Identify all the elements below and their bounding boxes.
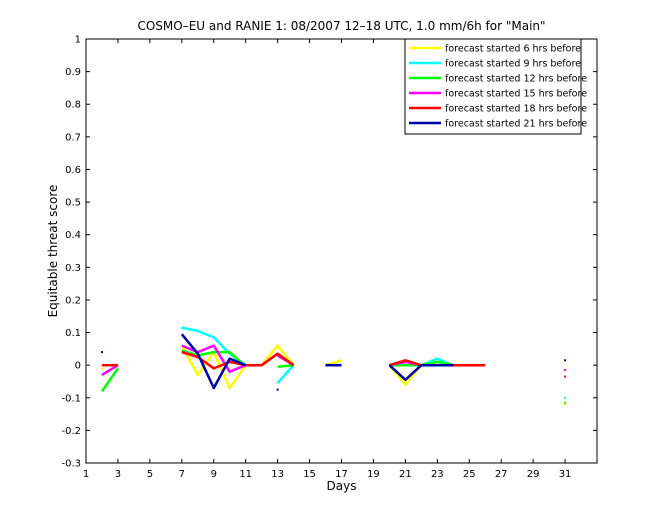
data-point (276, 388, 279, 391)
legend-label: forecast started 6 hrs before (445, 44, 581, 55)
series-line (101, 364, 119, 376)
y-tick-label: 0.1 (65, 328, 81, 339)
y-tick-label: -0.1 (61, 393, 81, 404)
y-tick-label: 0 (75, 361, 81, 372)
series-line (277, 363, 294, 369)
x-tick-label: 9 (211, 469, 217, 480)
series-line (180, 344, 295, 390)
x-tick-label: 5 (147, 469, 153, 480)
x-tick-label: 19 (367, 469, 380, 480)
y-tick-label: 0.4 (65, 230, 81, 241)
data-point (564, 359, 567, 362)
data-point (100, 351, 103, 354)
x-tick-label: 13 (271, 469, 284, 480)
series-line (181, 349, 247, 368)
y-tick-label: -0.2 (61, 426, 81, 437)
y-tick-label: 0.5 (65, 198, 81, 209)
y-tick-label: -0.3 (61, 459, 81, 470)
legend-label: forecast started 9 hrs before (445, 59, 581, 70)
x-tick-label: 25 (463, 469, 476, 480)
series-line (180, 333, 247, 390)
y-axis-label: Equitable threat score (46, 185, 60, 318)
series-6 (100, 333, 567, 391)
data-point (100, 367, 103, 370)
series-line (100, 367, 119, 392)
data-point (564, 403, 567, 406)
y-tick-label: 0.8 (65, 100, 81, 111)
y-tick-label: 1 (75, 35, 81, 46)
data-point (564, 396, 567, 399)
x-tick-label: 3 (115, 469, 121, 480)
x-tick-label: 17 (335, 469, 348, 480)
x-tick-label: 23 (431, 469, 444, 480)
x-tick-label: 7 (179, 469, 185, 480)
data-point (564, 401, 567, 404)
legend-label: forecast started 21 hrs before (445, 119, 587, 130)
y-tick-label: 0.9 (65, 67, 81, 78)
y-axis: -0.3 -0.2 -0.1 0 0.1 0.2 0.3 0.4 0.5 0.6 0.7 0.8 0.9… (61, 35, 597, 470)
legend: forecast started 6 hrs before forecast st… (404, 38, 587, 135)
legend-label: forecast started 18 hrs before (445, 104, 587, 115)
series-line (388, 363, 454, 382)
x-tick-label: 1 (83, 469, 89, 480)
x-tick-label: 11 (239, 469, 252, 480)
legend-label: forecast started 12 hrs before (445, 74, 587, 85)
x-tick-label: 15 (303, 469, 316, 480)
legend-label: forecast started 15 hrs before (445, 89, 587, 100)
x-tick-label: 21 (399, 469, 412, 480)
data-point (564, 375, 567, 378)
y-tick-label: 0.7 (65, 132, 81, 143)
x-axis-label: Days (327, 479, 357, 493)
x-tick-label: 27 (495, 469, 508, 480)
y-tick-label: 0.6 (65, 165, 81, 176)
x-tick-label: 31 (559, 469, 572, 480)
data-point (564, 369, 567, 372)
chart-title: COSMO–EU and RANIE 1: 08/2007 12–18 UTC,… (137, 19, 545, 33)
series-group (100, 326, 567, 406)
x-tick-label: 29 (527, 469, 540, 480)
legend-box (404, 38, 582, 135)
y-tick-label: 0.3 (65, 263, 81, 274)
series-line (276, 364, 295, 384)
series-line (181, 344, 247, 373)
y-tick-label: 0.2 (65, 295, 81, 306)
